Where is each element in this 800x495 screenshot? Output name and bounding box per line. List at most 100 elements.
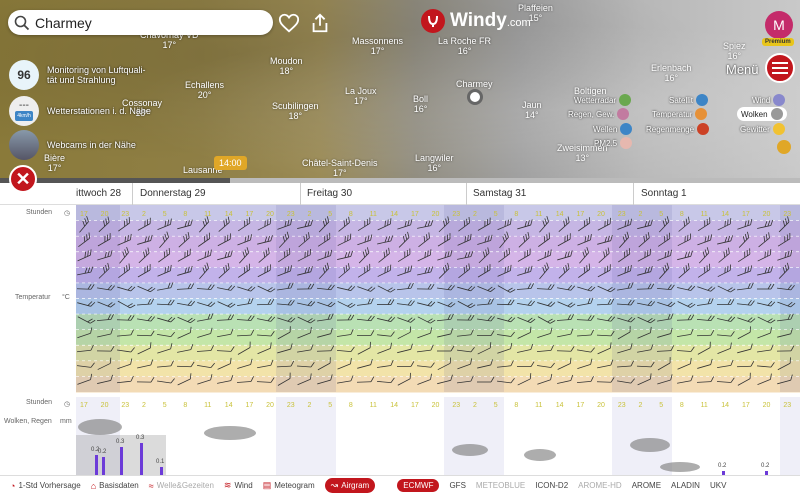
wind-barb bbox=[336, 346, 355, 353]
wind-barb bbox=[197, 362, 215, 368]
wind-barb bbox=[457, 375, 474, 384]
wind-barb bbox=[736, 300, 755, 306]
weather-stations-label: Wetterstationen i. d. Nähe bbox=[47, 106, 151, 116]
tab-1h-forecast[interactable]: ◔ 1-Std Vorhersage bbox=[10, 480, 81, 491]
wind-barb bbox=[556, 314, 574, 321]
wind-barb bbox=[377, 299, 395, 305]
close-forecast-button[interactable]: ✕ bbox=[9, 165, 37, 193]
town-jaun[interactable]: Jaun 14° bbox=[522, 100, 542, 120]
air-quality-item[interactable]: 96 Monitoring von Luftquali- tät und Str… bbox=[9, 60, 146, 90]
timeline-slider[interactable] bbox=[0, 178, 800, 183]
airgram-chart[interactable]: Stunden Temperatur °C Stunden Wolken, Re… bbox=[0, 205, 800, 475]
wind-barb bbox=[236, 376, 254, 383]
town-chavornay[interactable]: Chavornay VD 17° bbox=[140, 30, 199, 50]
wind-barb bbox=[557, 328, 574, 338]
rain-value: 0.3 bbox=[116, 439, 125, 445]
layer-thunderstorms[interactable]: Gewitter bbox=[740, 123, 785, 135]
wind-barb bbox=[237, 341, 251, 355]
day-sunday[interactable]: Sonntag 1 bbox=[641, 188, 687, 199]
wind-barb bbox=[717, 316, 736, 322]
day-wednesday[interactable]: ittwoch 28 bbox=[76, 188, 122, 199]
user-avatar[interactable]: M bbox=[765, 11, 793, 39]
model-gfs[interactable]: GFS bbox=[449, 481, 466, 490]
town-plaffeien[interactable]: Plaffeien 15° bbox=[518, 3, 553, 23]
town-echallens[interactable]: Echallens 20° bbox=[185, 80, 225, 100]
search-input[interactable]: Charmey bbox=[35, 14, 92, 31]
wind-barb bbox=[377, 316, 396, 322]
windy-logo[interactable]: Windy.com bbox=[421, 9, 531, 33]
wind-barb bbox=[197, 313, 214, 322]
model-icon-d2[interactable]: ICON-D2 bbox=[535, 481, 569, 490]
town-moudon[interactable]: Moudon 18° bbox=[270, 56, 303, 76]
wind-barb bbox=[297, 266, 313, 276]
tab-meteogram[interactable]: ▤ Meteogram bbox=[262, 480, 315, 490]
rain-value: 0.1 bbox=[156, 459, 165, 465]
wind-barb bbox=[577, 234, 592, 246]
location-marker[interactable] bbox=[467, 89, 483, 105]
plane-icon[interactable] bbox=[774, 140, 791, 154]
wind-barb bbox=[217, 250, 233, 261]
town-zweisimmen[interactable]: Zweisimmen 13° bbox=[557, 143, 608, 163]
model-ecmwf[interactable]: ECMWF bbox=[397, 479, 440, 492]
layer-clouds[interactable]: Wolken bbox=[737, 107, 787, 121]
temp-band bbox=[76, 329, 800, 346]
town-biere[interactable]: Bière 17° bbox=[44, 153, 66, 173]
town-erlenbach[interactable]: Erlenbach 16° bbox=[651, 63, 692, 83]
hamburger-menu-button[interactable] bbox=[765, 53, 795, 83]
town-boltigen[interactable]: Boltigen bbox=[574, 86, 607, 96]
layer-rain-thunder[interactable]: Regen, Gew. bbox=[568, 108, 630, 120]
layer-waves[interactable]: Wellen bbox=[593, 123, 633, 135]
heart-icon[interactable] bbox=[278, 12, 300, 34]
town-lausanne[interactable]: Lausanne bbox=[183, 165, 223, 175]
tab-wind[interactable]: ≋ Wind bbox=[223, 480, 253, 490]
hour-label: 8 bbox=[680, 211, 684, 218]
hour-label: 11 bbox=[535, 402, 542, 409]
hour-label: 11 bbox=[701, 402, 708, 409]
town-la-joux[interactable]: La Joux 17° bbox=[345, 86, 377, 106]
layer-temperature[interactable]: Temperatur bbox=[652, 108, 708, 120]
search-bar[interactable]: Charmey bbox=[8, 10, 273, 35]
wind-barb bbox=[317, 327, 333, 338]
tab-airgram[interactable]: ↝ Airgram bbox=[324, 478, 376, 493]
wind-barb bbox=[497, 316, 516, 323]
wind-barb bbox=[336, 314, 355, 321]
town-chatel-saint-denis[interactable]: Châtel-Saint-Denis 17° bbox=[302, 158, 378, 178]
layer-rain-accumulation[interactable]: Regenmenge bbox=[646, 123, 710, 135]
layer-weather-radar[interactable]: Wetterradar bbox=[574, 94, 632, 106]
town-spiez[interactable]: Spiez 16° bbox=[723, 41, 746, 61]
weather-map[interactable]: Chavornay VD 17° Moudon 18° Massonnens 17° … bbox=[0, 0, 800, 183]
model-meteoblue[interactable]: METEOBLUE bbox=[475, 481, 526, 490]
town-massonnens[interactable]: Massonnens 17° bbox=[352, 36, 404, 56]
model-ukv[interactable]: UKV bbox=[709, 481, 727, 490]
day-friday[interactable]: Freitag 30 bbox=[307, 188, 353, 199]
wind-barb bbox=[277, 265, 292, 277]
model-arome[interactable]: AROME bbox=[631, 481, 662, 490]
menu-label[interactable]: Menü bbox=[726, 62, 759, 77]
layer-wind[interactable]: Wind bbox=[752, 94, 786, 106]
share-icon[interactable] bbox=[309, 12, 331, 34]
wind-barb bbox=[477, 376, 495, 383]
wind-barb bbox=[277, 317, 296, 323]
town-scubilingen[interactable]: Scubilingen 18° bbox=[272, 101, 319, 121]
wave-icon: ≈ bbox=[148, 480, 154, 491]
wind-barb bbox=[177, 219, 193, 230]
town-la-roche[interactable]: La Roche FR 16° bbox=[438, 36, 492, 56]
day-saturday[interactable]: Samstag 31 bbox=[473, 188, 527, 199]
tab-basic[interactable]: ⌂ Basisdaten bbox=[90, 480, 139, 491]
model-arome-hd[interactable]: AROME-HD bbox=[578, 481, 622, 490]
model-aladin[interactable]: ALADIN bbox=[671, 481, 700, 490]
wind-icon: ≋ bbox=[223, 480, 232, 490]
rain-value: 0.2 bbox=[761, 463, 770, 469]
wind-barb bbox=[677, 233, 692, 247]
town-boll[interactable]: Boll 16° bbox=[413, 94, 429, 114]
town-cossonay[interactable]: Cossonay 18° bbox=[122, 98, 163, 118]
weather-stations-item[interactable]: --- 4km/h Wetterstationen i. d. Nähe bbox=[9, 96, 151, 126]
tab-waves[interactable]: ≈ Welle&Gezeiten bbox=[148, 480, 214, 491]
town-langwiler[interactable]: Langwiler 16° bbox=[415, 153, 454, 173]
wind-barb bbox=[476, 298, 494, 306]
layer-pm25[interactable]: PM2.5 bbox=[594, 137, 633, 149]
day-thursday[interactable]: Donnerstag 29 bbox=[140, 188, 206, 199]
webcams-item[interactable]: Webcams in der Nähe bbox=[9, 130, 136, 160]
town-charmey[interactable]: Charmey bbox=[456, 79, 493, 89]
layer-satellite[interactable]: Satellit bbox=[669, 94, 709, 106]
